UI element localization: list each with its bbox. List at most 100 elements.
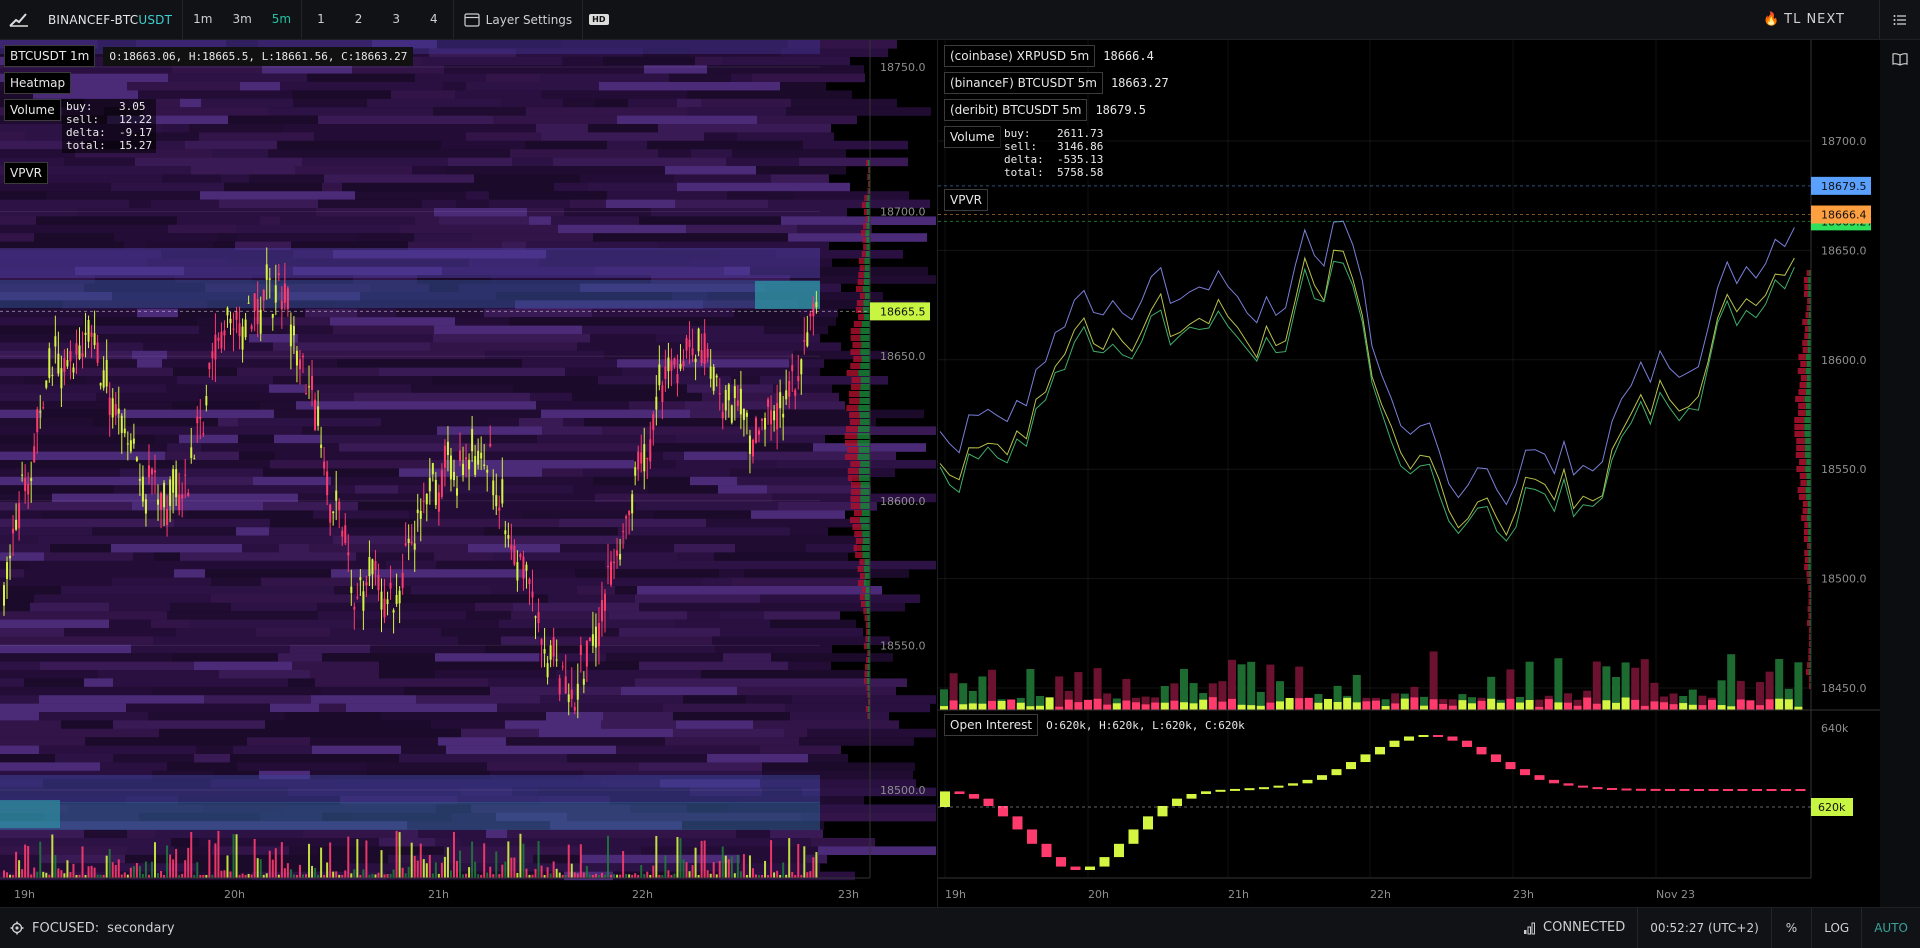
candle-body (715, 375, 718, 378)
vpvr-buy (1805, 403, 1811, 409)
symbol-label[interactable]: BTCUSDT 1m (4, 45, 96, 67)
volume-bar (440, 862, 443, 878)
volume-layer-label[interactable]: Volume (4, 99, 61, 121)
heatmap-chart[interactable]: 18750.018700.018650.018600.018550.018500… (0, 40, 936, 908)
heatmap-cell (434, 552, 493, 561)
book-icon[interactable] (1892, 52, 1908, 69)
timeframe-3m-button[interactable]: 3m (232, 12, 252, 26)
vpvr-sell (1798, 354, 1806, 360)
heatmap-cell (649, 443, 727, 452)
gear-icon[interactable] (10, 921, 24, 935)
volume-layer-label[interactable]: Volume (944, 126, 1001, 148)
price-tick-label: 18650.0 (1821, 244, 1867, 257)
heatmap-cell (336, 376, 432, 385)
heatmap-cell (0, 493, 52, 503)
heatmap-cell (39, 653, 172, 662)
series-label[interactable]: (coinbase) XRPUSD 5m (944, 45, 1096, 67)
oi-bar (1157, 805, 1168, 817)
volume-bar (274, 848, 277, 878)
connection-status[interactable]: CONNECTED (1511, 908, 1637, 948)
candle-body (489, 443, 492, 447)
layer-settings-button[interactable]: Layer Settings (454, 0, 583, 39)
heatmap-cell (505, 720, 601, 729)
price-tag-text: 18679.5 (1821, 180, 1867, 193)
candle-body (120, 415, 123, 433)
hd-toggle[interactable]: HD (589, 14, 609, 25)
heatmap-cell (647, 140, 803, 150)
heatmap-cell (0, 216, 36, 225)
heatmap-cell (0, 854, 41, 864)
candle-body (504, 530, 507, 535)
vpvr-sell (1799, 459, 1807, 465)
menu-icon[interactable] (1879, 0, 1920, 39)
volume-bar (341, 874, 344, 878)
time-tick-label: 21h (428, 888, 449, 901)
time-tick-label: 22h (632, 888, 653, 901)
primary-chart-pane[interactable]: 18750.0 18700.0 18650.0 18600.0 18550.0 18500… (0, 40, 936, 908)
symbol-selector[interactable]: BINANCEF-BTCUSDT (38, 13, 182, 27)
series-label[interactable]: (deribit) BTCUSDT 5m (944, 99, 1088, 121)
heatmap-cell (295, 166, 412, 175)
vpvr-buy (859, 419, 870, 425)
heatmap-cell (332, 485, 355, 494)
volume-bar (295, 874, 298, 878)
volume-bar (39, 841, 42, 878)
volume-bar (806, 872, 809, 878)
vpvr-sell (867, 188, 869, 194)
vpvr-sell (1804, 284, 1809, 290)
heatmap-cell (807, 728, 936, 738)
candle-body (531, 591, 534, 598)
vpvr-sell (1800, 361, 1807, 367)
heatmap-cell (570, 199, 606, 209)
volume-bar (767, 874, 770, 878)
heatmap-cell (460, 661, 639, 671)
heatmap-cell (252, 275, 310, 284)
log-toggle[interactable]: LOG (1811, 908, 1861, 948)
vpvr-buy (868, 650, 870, 656)
oi-bar (1462, 740, 1472, 747)
volume-bar (308, 843, 311, 878)
brand-label[interactable]: 🔥 TL NEXT (1763, 12, 1879, 27)
candle-body (75, 343, 78, 355)
volume-bar (815, 852, 818, 878)
heatmap-cell (771, 174, 829, 183)
volume-bar (573, 872, 576, 878)
series-legend-2: (deribit) BTCUSDT 5m 18679.5 (944, 99, 1146, 121)
vpvr-layer-label[interactable]: VPVR (4, 162, 48, 184)
heatmap-layer-label[interactable]: Heatmap (4, 72, 72, 94)
vpvr-sell (867, 174, 869, 180)
layout-1-button[interactable]: 1 (317, 12, 325, 26)
vpvr-layer-label[interactable]: VPVR (944, 189, 988, 211)
candle-body (748, 435, 751, 454)
secondary-chart-pane[interactable]: 18700.0 18650.0 18600.0 18550.0 18500.0 18450… (937, 40, 1880, 908)
candle-body (422, 500, 425, 502)
candle-body (600, 600, 603, 622)
heatmap-cell (431, 720, 505, 729)
timeframe-1m-button[interactable]: 1m (193, 12, 213, 26)
heatmap-cell (388, 854, 448, 864)
vpvr-sell (851, 384, 861, 390)
layout-3-button[interactable]: 3 (392, 12, 401, 26)
volume-bar-inner (978, 703, 987, 710)
candle-body (607, 566, 609, 568)
auto-toggle[interactable]: AUTO (1861, 908, 1920, 948)
vpvr-buy (861, 321, 870, 327)
app-logo-icon[interactable] (0, 0, 38, 39)
multi-series-chart[interactable]: 18700.018650.018600.018550.018500.018450… (938, 40, 1880, 908)
heatmap-cell (39, 745, 196, 755)
vpvr-sell (1806, 620, 1810, 626)
percent-toggle[interactable]: % (1770, 908, 1811, 948)
series-label[interactable]: (binanceF) BTCUSDT 5m (944, 72, 1103, 94)
heatmap-cell (760, 644, 832, 654)
price-tag (1811, 176, 1871, 195)
heatmap-cell (215, 535, 333, 545)
open-interest-label[interactable]: Open Interest (944, 714, 1039, 736)
heatmap-cell (695, 56, 722, 66)
layout-2-button[interactable]: 2 (354, 12, 363, 26)
volume-bar-inner (1295, 698, 1304, 710)
volume-bar (157, 873, 160, 878)
volume-bar-inner (1516, 702, 1524, 710)
layout-4-button[interactable]: 4 (430, 12, 438, 26)
timeframe-5m-button[interactable]: 5m (271, 12, 292, 26)
volume-bar (60, 870, 63, 878)
